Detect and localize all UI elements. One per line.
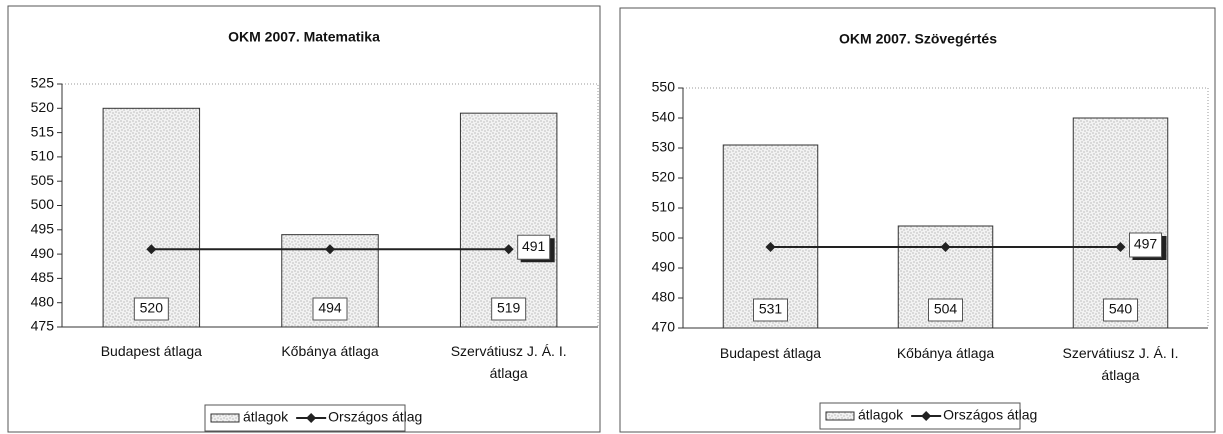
legend-label: Országos átlag bbox=[943, 407, 1037, 423]
legend-label: átlagok bbox=[243, 409, 289, 425]
y-tick-label: 520 bbox=[31, 99, 55, 115]
bar bbox=[459, 112, 558, 328]
y-tick-label: 490 bbox=[31, 245, 55, 261]
data-label: 491 bbox=[522, 238, 546, 254]
data-label-box bbox=[312, 297, 348, 321]
data-label-box bbox=[1129, 232, 1162, 258]
y-tick-label: 510 bbox=[31, 148, 55, 164]
data-label-box bbox=[517, 234, 551, 260]
chart-title: OKM 2007. Szövegértés bbox=[839, 31, 997, 47]
bar bbox=[722, 144, 819, 329]
x-tick-label: Kőbánya átlaga bbox=[281, 343, 379, 359]
line-marker bbox=[325, 244, 335, 255]
x-tick-label: Szervátiusz J. Á. I. átlaga bbox=[1062, 345, 1179, 383]
data-label-box bbox=[1103, 298, 1138, 322]
x-tick-label: Kőbánya átlaga bbox=[896, 345, 995, 361]
x-tick-label: Budapest átlaga bbox=[719, 345, 822, 361]
y-tick-label: 470 bbox=[652, 319, 676, 335]
y-tick-label: 490 bbox=[652, 259, 676, 275]
x-tick-label: Budapest átlaga bbox=[100, 343, 202, 359]
data-label: 520 bbox=[140, 300, 164, 316]
y-tick-label: 530 bbox=[652, 139, 676, 155]
legend-marker bbox=[306, 413, 317, 423]
line-marker bbox=[146, 244, 157, 255]
line-marker bbox=[940, 242, 951, 252]
x-tick-wrap: Kőbánya átlaga bbox=[281, 343, 379, 359]
bar bbox=[1072, 117, 1169, 329]
line-marker bbox=[1115, 242, 1126, 252]
legend-label: átlagok bbox=[858, 407, 904, 423]
y-tick-label: 525 bbox=[31, 75, 55, 91]
y-tick-label: 480 bbox=[652, 289, 676, 305]
bar bbox=[102, 107, 201, 328]
data-label-box bbox=[753, 298, 788, 322]
data-label: 497 bbox=[1134, 236, 1158, 252]
data-label: 494 bbox=[318, 300, 342, 316]
y-tick-label: 500 bbox=[652, 229, 676, 245]
legend-swatch bbox=[210, 413, 240, 423]
y-tick-label: 475 bbox=[31, 318, 55, 334]
data-label-box bbox=[491, 297, 527, 321]
chart-title: OKM 2007. Matematika bbox=[228, 29, 380, 45]
x-tick-wrap: Szervátiusz J. Á. I. átlaga bbox=[1062, 345, 1179, 383]
x-tick-wrap: Budapest átlaga bbox=[719, 345, 822, 361]
y-tick-label: 540 bbox=[652, 109, 676, 125]
legend-marker bbox=[921, 411, 932, 421]
y-tick-label: 505 bbox=[31, 172, 55, 188]
y-tick-label: 510 bbox=[652, 199, 676, 215]
y-tick-label: 520 bbox=[652, 169, 676, 185]
x-tick-wrap: Kőbánya átlaga bbox=[896, 345, 995, 361]
x-tick-wrap: Szervátiusz J. Á. I. átlaga bbox=[450, 343, 567, 381]
data-label: 540 bbox=[1109, 301, 1133, 317]
y-tick-label: 515 bbox=[31, 123, 55, 139]
line-marker bbox=[765, 242, 776, 252]
y-tick-label: 550 bbox=[652, 79, 676, 95]
data-label-box bbox=[133, 297, 169, 321]
y-tick-label: 500 bbox=[31, 196, 55, 212]
data-label: 504 bbox=[934, 301, 958, 317]
legend-swatch bbox=[825, 411, 855, 421]
line-marker bbox=[503, 244, 514, 255]
data-label: 531 bbox=[759, 301, 783, 317]
legend-label: Országos átlag bbox=[328, 409, 422, 425]
y-tick-label: 480 bbox=[31, 293, 55, 309]
data-label-box bbox=[928, 298, 963, 322]
y-tick-label: 485 bbox=[31, 269, 55, 285]
x-tick-wrap: Budapest átlaga bbox=[100, 343, 202, 359]
y-tick-label: 495 bbox=[31, 221, 55, 237]
x-tick-label: Szervátiusz J. Á. I. átlaga bbox=[450, 343, 567, 381]
data-label: 519 bbox=[497, 300, 521, 316]
